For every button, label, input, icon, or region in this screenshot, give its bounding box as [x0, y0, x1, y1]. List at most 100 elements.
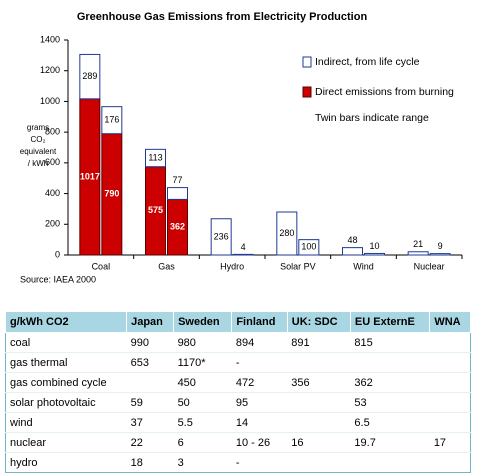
x-tick-label: Solar PV: [280, 261, 316, 271]
data-label: 10: [369, 241, 379, 251]
bar-segment: [407, 251, 429, 256]
table-row: hydro 18 3-: [5, 452, 471, 473]
y-tick-label: 400: [45, 188, 60, 198]
y-tick-label: 0: [55, 249, 60, 259]
table-cell: 1170*: [173, 352, 232, 373]
bar-segment: [210, 218, 232, 256]
table-cell: 5.5: [173, 412, 232, 433]
y-axis-label: equivalent: [20, 147, 57, 156]
table-cell: 356: [287, 372, 351, 393]
table-row: solar photovoltaic 59 50 95 53: [5, 392, 471, 413]
y-tick-label: 800: [45, 127, 60, 137]
bar-segment: [101, 106, 123, 135]
table-row: gas combined cycle 450 472 356 362: [5, 372, 471, 393]
table-cell: 14: [231, 412, 288, 433]
chart: Greenhouse Gas Emissions from Electricit…: [20, 11, 463, 284]
table-cell: 17: [429, 432, 471, 453]
table-cell: solar photovoltaic: [5, 392, 127, 413]
legend-swatch: [302, 86, 312, 98]
table-row: coal 990 980 894 891 815: [5, 332, 471, 353]
table-cell: 95: [231, 392, 288, 413]
table-cell: 6: [173, 432, 232, 453]
table-cell: 472: [231, 372, 288, 393]
bar-segment: [232, 253, 254, 256]
table-row: wind 37 5.5 14 6.5: [5, 412, 471, 433]
table-cell: 815: [350, 332, 430, 353]
table-cell: 37: [126, 412, 174, 433]
table-cell: 6.5: [350, 412, 430, 433]
table-cell: coal: [5, 332, 127, 353]
header-row: g/kWh CO2 Japan Sweden Finland UK: SDC EU Ext…: [4, 311, 471, 333]
data-label: 77: [172, 175, 182, 185]
bar-segment: [298, 239, 320, 256]
header-cell: Sweden: [173, 311, 233, 333]
header-cell: UK: SDC: [286, 311, 351, 333]
bar-segment: [145, 148, 166, 168]
data-label: 21: [413, 239, 423, 249]
y-axis-label: / kWh: [28, 159, 48, 168]
table-cell: -: [231, 352, 288, 373]
x-tick-label: Hydro: [220, 261, 244, 271]
table-cell: 3: [173, 452, 232, 473]
source: Source: IAEA 2000: [20, 274, 96, 284]
table-cell: 980: [173, 332, 232, 353]
data-label: 176: [104, 115, 119, 125]
bar-segment: [167, 187, 188, 200]
table-cell: 16: [287, 432, 351, 453]
chart-title: Greenhouse Gas Emissions from Electricit…: [77, 11, 368, 23]
header-cell: g/kWh CO2: [4, 311, 128, 333]
table-cell: wind: [5, 412, 127, 433]
table-cell: 18: [126, 452, 174, 473]
table-cell: 10 - 26: [231, 432, 288, 453]
table-cell: 59: [126, 392, 174, 413]
data-label: 113: [148, 152, 162, 162]
data-label: 4: [241, 242, 246, 252]
table-cell: 53: [350, 392, 430, 413]
table: g/kWh CO2 Japan Sweden Finland UK: SDC EU Ext…: [4, 311, 471, 473]
data-label: 48: [347, 235, 357, 245]
table-cell: gas thermal: [5, 352, 127, 373]
table-cell: 19.7: [350, 432, 430, 453]
header-cell: Finland: [231, 311, 288, 333]
y-tick-label: 600: [45, 157, 60, 167]
data-label: 289: [82, 71, 97, 81]
data-label: 236: [214, 231, 229, 241]
table-cell: [429, 392, 471, 413]
table-cell: 891: [287, 332, 351, 353]
header-cell: EU ExternE: [349, 311, 431, 333]
table-cell: nuclear: [5, 432, 127, 453]
y-tick-label: 1200: [40, 65, 60, 75]
table-cell: 450: [173, 372, 232, 393]
table-cell: 22: [126, 432, 174, 453]
table-cell: [350, 452, 430, 473]
table-cell: [429, 372, 471, 393]
data-label: 790: [104, 189, 119, 199]
x-tick-label: Wind: [353, 261, 374, 271]
table-cell: [429, 332, 471, 353]
y-tick-label: 1000: [40, 96, 60, 106]
bar-segment: [364, 252, 385, 256]
data-label: 1017: [80, 171, 100, 181]
table-cell: [350, 352, 430, 373]
annotation: Twin bars indicate range: [315, 112, 429, 124]
x-tick-label: Nuclear: [414, 261, 445, 271]
table-cell: 894: [231, 332, 288, 353]
data-label: 362: [170, 222, 185, 232]
header-cell: Japan: [126, 311, 175, 333]
table-cell: [429, 452, 471, 473]
table-cell: [287, 352, 351, 373]
table-row: nuclear 22 6 10 - 26 16 19.7 17: [5, 432, 471, 453]
table-cell: -: [231, 452, 288, 473]
table-cell: gas combined cycle: [5, 372, 127, 393]
header-cell: WNA: [429, 311, 471, 333]
table-cell: [126, 372, 174, 393]
legend-swatch: [302, 56, 312, 68]
table-cell: 362: [350, 372, 430, 393]
table-cell: 50: [173, 392, 232, 413]
y-axis-label: grams: [27, 123, 49, 132]
legend-label: Indirect, from life cycle: [315, 56, 420, 68]
bar-segment: [79, 53, 101, 100]
x-tick-label: Gas: [158, 261, 175, 271]
bar-segment: [429, 253, 451, 256]
